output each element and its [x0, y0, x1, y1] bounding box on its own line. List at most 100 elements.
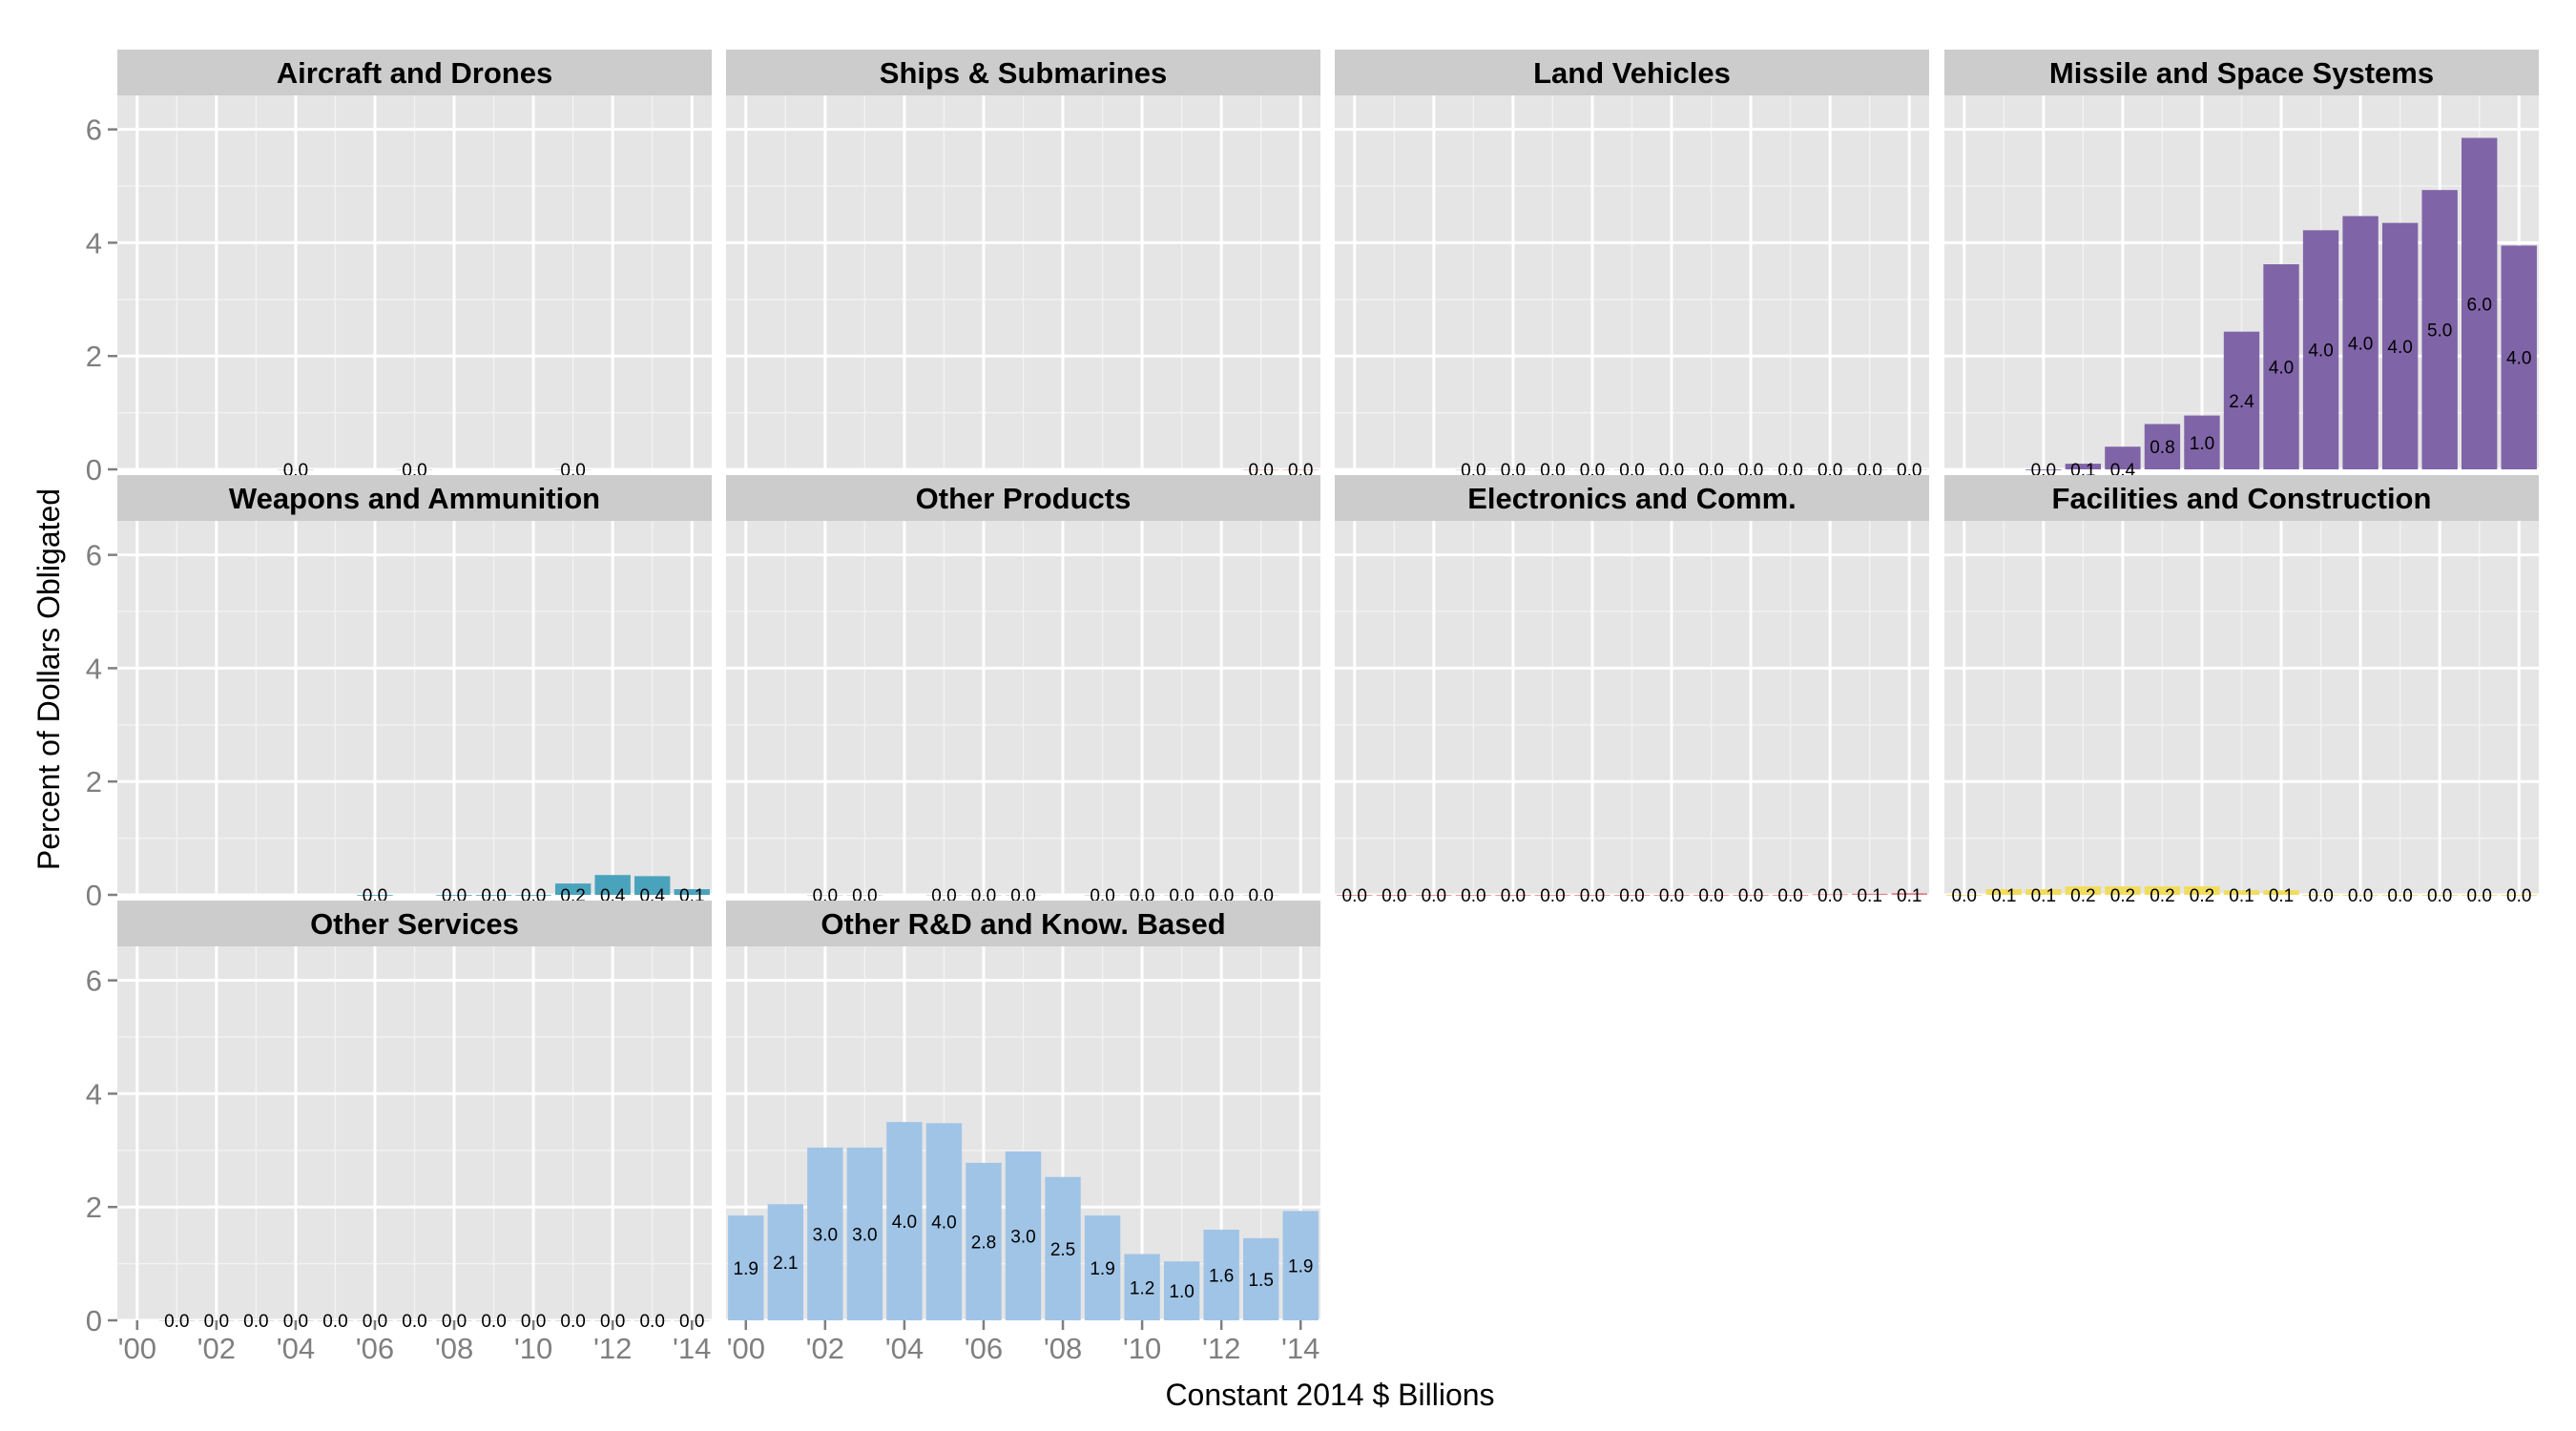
bar [1891, 893, 1927, 895]
y-tick-label: 6 [86, 539, 102, 572]
bar [1772, 469, 1809, 470]
bar [1337, 895, 1373, 896]
data-label: 1.9 [1090, 1259, 1114, 1279]
bar [2263, 263, 2299, 469]
data-label: 0.2 [2190, 886, 2214, 906]
facet-strip [1944, 475, 2539, 521]
data-label: 0.1 [1897, 886, 1922, 906]
bar [1243, 1237, 1279, 1320]
bar [1084, 1215, 1121, 1320]
bar [2462, 137, 2498, 469]
bar [925, 895, 963, 896]
data-label: 1.0 [1169, 1282, 1194, 1302]
bar [436, 895, 472, 896]
data-label: 2.5 [1050, 1240, 1075, 1260]
bar [396, 1320, 433, 1321]
bar [1812, 469, 1848, 470]
bar [1733, 895, 1769, 896]
data-label: 0.0 [1738, 886, 1763, 906]
data-label: 5.0 [2427, 321, 2452, 342]
facet-strip [726, 50, 1320, 95]
y-tick-label: 6 [86, 964, 102, 998]
bar [925, 1123, 963, 1320]
bar [1852, 893, 1888, 895]
bar [1163, 895, 1200, 896]
x-tick-label: '12 [1202, 1332, 1240, 1365]
bar [2105, 886, 2141, 895]
bar [1495, 469, 1531, 470]
data-label: 0.0 [2387, 886, 2412, 906]
bar [2184, 886, 2220, 895]
bar [554, 1320, 592, 1321]
facet-title: Ships & Submarines [880, 56, 1167, 90]
data-label: 0.0 [1342, 886, 1367, 906]
data-label: 0.0 [1818, 886, 1842, 906]
bar [1693, 895, 1730, 896]
bar [886, 1122, 923, 1320]
bar [966, 895, 1002, 896]
bar [1282, 1211, 1319, 1320]
bar [2065, 886, 2102, 895]
facet-title: Facilities and Construction [2052, 482, 2432, 515]
data-label: 1.6 [1209, 1266, 1234, 1286]
data-label: 1.9 [1288, 1257, 1313, 1277]
data-label: 4.0 [2387, 338, 2412, 358]
bar [2381, 222, 2419, 470]
facet-title: Electronics and Comm. [1467, 482, 1797, 515]
data-label: 0.0 [1461, 886, 1485, 906]
data-label: 4.0 [2269, 358, 2294, 378]
data-label: 0.2 [2110, 886, 2135, 906]
bar [1852, 469, 1888, 470]
data-label: 2.4 [2229, 392, 2254, 412]
bar [475, 895, 512, 896]
bar [1891, 469, 1927, 470]
bar [1574, 469, 1610, 470]
facet-strip [117, 475, 712, 521]
bar [1455, 895, 1492, 896]
bar [594, 875, 631, 895]
bar [278, 469, 314, 470]
bar [1203, 1229, 1239, 1320]
bar [674, 889, 710, 895]
y-tick-label: 2 [86, 340, 102, 373]
facet-strip [1335, 475, 1929, 521]
bar [238, 1320, 275, 1321]
facet-panel: Other R&D and Know. Based 1.9 2.1 3.0 3.0 4.0… [726, 901, 1320, 1365]
data-label: 0.0 [1381, 886, 1406, 906]
data-label: 0.1 [1857, 886, 1881, 906]
bar [1124, 1254, 1160, 1320]
data-label: 1.9 [734, 1259, 758, 1279]
bar [1243, 895, 1279, 896]
bar [2421, 190, 2458, 470]
data-label: 0.8 [2150, 438, 2174, 458]
bar [1163, 1261, 1200, 1320]
bar [357, 895, 393, 896]
data-label: 0.1 [1991, 886, 2016, 906]
bar [554, 883, 592, 895]
bar [1693, 469, 1730, 470]
facet-title: Aircraft and Drones [277, 56, 552, 90]
facet-title: Land Vehicles [1533, 56, 1731, 90]
bar [807, 895, 843, 896]
facet-panels: Aircraft and Drones 0.0 0.0 0.0 0 2 4 6 Ships & … [86, 50, 2539, 1365]
bar [2381, 895, 2419, 896]
data-label: 0.0 [1422, 886, 1446, 906]
data-label: 0.1 [2229, 886, 2254, 906]
data-label: 4.0 [931, 1213, 956, 1234]
bar [396, 469, 433, 470]
x-tick-label: '00 [118, 1332, 156, 1365]
data-label: 1.0 [2190, 434, 2214, 454]
bar [1812, 894, 1848, 896]
facet-title: Other Services [310, 907, 519, 941]
data-label: 0.0 [2466, 886, 2491, 906]
x-tick-label: '14 [673, 1332, 711, 1365]
data-label: 0.0 [2308, 886, 2333, 906]
data-label: 0.0 [402, 1312, 426, 1332]
bar [728, 1215, 764, 1320]
data-label: 0.0 [1619, 886, 1644, 906]
